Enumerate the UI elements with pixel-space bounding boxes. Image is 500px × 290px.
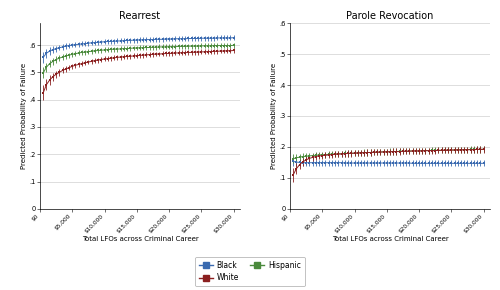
X-axis label: Total LFOs across Criminal Career: Total LFOs across Criminal Career [332,236,448,242]
X-axis label: Total LFOs across Criminal Career: Total LFOs across Criminal Career [82,236,198,242]
Y-axis label: Predicted Probability of Failure: Predicted Probability of Failure [270,63,276,169]
Y-axis label: Predicted Probability of Failure: Predicted Probability of Failure [20,63,26,169]
Title: Rearrest: Rearrest [120,11,160,21]
Title: Parole Revocation: Parole Revocation [346,11,434,21]
Legend: Black, White, Hispanic: Black, White, Hispanic [196,257,304,286]
